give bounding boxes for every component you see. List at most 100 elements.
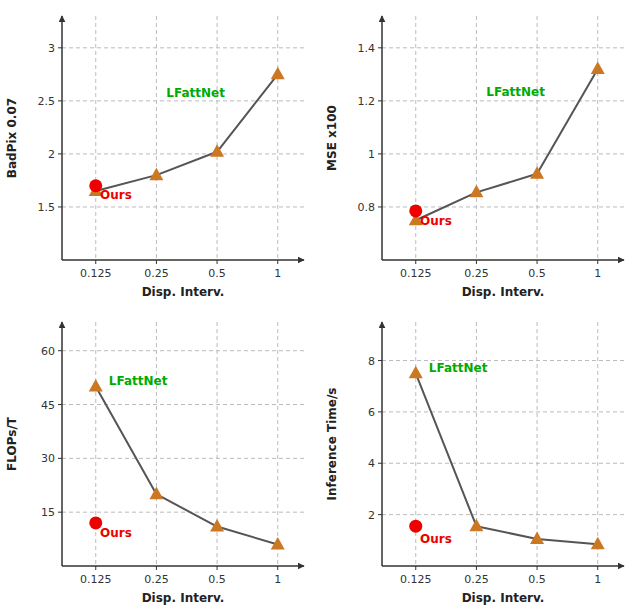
y-axis-label: FLOPs/T xyxy=(5,416,19,471)
tick-label: 4 xyxy=(368,457,375,470)
annotation: LFattNet xyxy=(109,374,168,388)
triangle-marker xyxy=(409,366,423,379)
tick-label: 15 xyxy=(41,506,55,519)
triangle-marker xyxy=(271,67,285,80)
tick-label: 8 xyxy=(368,355,375,368)
grid-line xyxy=(62,350,304,351)
tick-label: 0.5 xyxy=(528,573,546,586)
annotation: LFattNet xyxy=(486,85,545,99)
tick-label: 3 xyxy=(48,42,55,55)
line xyxy=(416,373,598,544)
grid-line xyxy=(476,16,477,260)
tick-label: 2 xyxy=(368,509,375,522)
annotation: Ours xyxy=(420,532,452,546)
plot-area xyxy=(89,379,285,549)
triangle-marker xyxy=(210,519,224,532)
annotation: LFattNet xyxy=(429,361,488,375)
tick-label: 1.4 xyxy=(358,42,376,55)
tick-label: 0.125 xyxy=(400,267,432,280)
x-axis-label: Disp. Interv. xyxy=(462,285,545,299)
triangle-marker xyxy=(469,519,483,532)
plot-area xyxy=(89,67,285,196)
tick-label: 1.5 xyxy=(38,201,56,214)
plot-area xyxy=(409,62,605,226)
figure: 0.125 0.25 0.5 1 1.5 2 2.5 3 Disp. Interv. BadPix… xyxy=(0,0,640,612)
tick-label: 0.5 xyxy=(208,267,226,280)
grid-line xyxy=(382,514,624,515)
grid-line xyxy=(597,322,598,566)
grid-line xyxy=(537,16,538,260)
plot-area xyxy=(409,366,605,549)
grid-line xyxy=(217,16,218,260)
triangle-marker xyxy=(591,62,605,75)
panel: 0.1250.250.5115304560Disp. Interv.FLOPs/… xyxy=(5,322,304,605)
tick-label: 1 xyxy=(594,267,601,280)
grid-line xyxy=(62,47,304,48)
triangle-marker xyxy=(530,532,544,545)
triangle-marker xyxy=(149,487,163,500)
y-axis xyxy=(381,16,383,260)
tick-label: 1 xyxy=(274,267,281,280)
tick-label: 0.8 xyxy=(358,201,376,214)
x-axis-label: Disp. Interv. xyxy=(142,591,225,605)
grid-line xyxy=(62,512,304,513)
y-axis-label: BadPix 0.07 xyxy=(5,98,19,178)
panel: 0.1250.250.510.811.21.4Disp. Interv.MSE … xyxy=(325,16,624,299)
tick-label: 6 xyxy=(368,406,375,419)
annotation: Ours xyxy=(420,214,452,228)
grid-line xyxy=(156,322,157,566)
tick-label: 30 xyxy=(41,452,55,465)
annotation: Ours xyxy=(100,188,132,202)
grid-line xyxy=(382,100,624,101)
grid-line xyxy=(382,153,624,154)
grid-line xyxy=(597,16,598,260)
tick-label: 45 xyxy=(41,399,55,412)
grid-line xyxy=(277,16,278,260)
tick-label: 0.25 xyxy=(464,267,489,280)
line xyxy=(416,69,598,220)
tick-label: 1 xyxy=(368,148,375,161)
tick-label: 0.5 xyxy=(208,573,226,586)
tick-label: 0.125 xyxy=(80,573,112,586)
grid-line xyxy=(537,322,538,566)
triangle-marker xyxy=(530,166,544,179)
x-axis xyxy=(62,565,304,567)
grid-line xyxy=(62,206,304,207)
tick-label: 1 xyxy=(274,573,281,586)
grid-line xyxy=(382,411,624,412)
line xyxy=(96,74,278,191)
y-axis xyxy=(381,322,383,566)
triangle-marker xyxy=(271,537,285,550)
tick-label: 0.25 xyxy=(144,267,169,280)
tick-label: 1 xyxy=(594,573,601,586)
grid-line xyxy=(62,404,304,405)
triangle-marker xyxy=(149,168,163,181)
triangle-marker xyxy=(89,379,103,392)
panel: 0.1250.250.511.522.53Disp. Interv.BadPix… xyxy=(5,16,304,299)
x-axis xyxy=(382,565,624,567)
tick-label: 0.5 xyxy=(528,267,546,280)
annotation: LFattNet xyxy=(166,86,225,100)
annotation: Ours xyxy=(100,526,132,540)
tick-label: 1.2 xyxy=(358,95,376,108)
tick-label: 60 xyxy=(41,345,55,358)
y-axis xyxy=(61,16,63,260)
tick-label: 2.5 xyxy=(38,95,56,108)
grid-line xyxy=(62,153,304,154)
grid-line xyxy=(62,100,304,101)
panel: 0.1250.250.512468Disp. Interv.Inference … xyxy=(325,322,624,605)
grid-line xyxy=(277,322,278,566)
x-axis xyxy=(382,259,624,261)
grid-line xyxy=(382,463,624,464)
grid-line xyxy=(382,47,624,48)
x-axis xyxy=(62,259,304,261)
triangle-marker xyxy=(210,144,224,157)
y-axis-label: Inference Time/s xyxy=(325,388,339,501)
x-axis-label: Disp. Interv. xyxy=(142,285,225,299)
grid-line xyxy=(62,458,304,459)
x-axis-label: Disp. Interv. xyxy=(462,591,545,605)
grid-line xyxy=(156,16,157,260)
grid-line xyxy=(382,360,624,361)
tick-label: 0.125 xyxy=(400,573,432,586)
triangle-marker xyxy=(591,537,605,550)
